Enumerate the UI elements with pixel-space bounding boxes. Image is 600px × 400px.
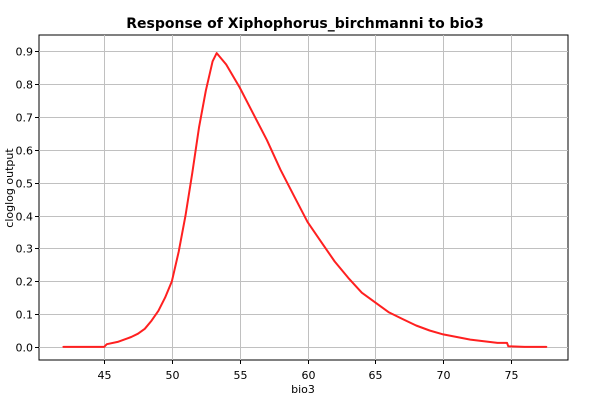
y-tick-label: 0.2 <box>16 276 34 289</box>
y-tick-label: 0.0 <box>16 342 34 355</box>
y-tick-label: 0.3 <box>16 243 34 256</box>
y-axis-label: cloglog output <box>3 148 16 228</box>
x-tick-label: 45 <box>98 369 112 382</box>
x-tick-label: 70 <box>437 369 451 382</box>
y-tick-label: 0.5 <box>16 178 34 191</box>
x-tick-label: 75 <box>505 369 519 382</box>
y-tick-label: 0.4 <box>16 211 34 224</box>
series-line <box>62 52 548 348</box>
y-tick-label: 0.7 <box>16 112 34 125</box>
grid-lines <box>39 35 568 360</box>
x-axis-label: bio3 <box>291 383 315 396</box>
plot-area <box>38 34 569 361</box>
y-tick-label: 0.8 <box>16 79 34 92</box>
x-tick-label: 50 <box>166 369 180 382</box>
chart-title: Response of Xiphophorus_birchmanni to bi… <box>126 16 484 32</box>
series-layer <box>62 52 548 348</box>
x-tick-label: 65 <box>369 369 383 382</box>
x-tick-label: 60 <box>302 369 316 382</box>
x-tick-label: 55 <box>234 369 248 382</box>
y-tick-label: 0.9 <box>16 46 34 59</box>
y-axis-ticks: 0.0 0.1 0.2 0.3 0.4 0.5 0.6 0.7 0.8 0.9 <box>16 46 39 355</box>
x-axis-ticks: 45 50 55 60 65 70 75 <box>98 360 519 382</box>
y-tick-label: 0.6 <box>16 145 34 158</box>
y-tick-label: 0.1 <box>16 309 34 322</box>
